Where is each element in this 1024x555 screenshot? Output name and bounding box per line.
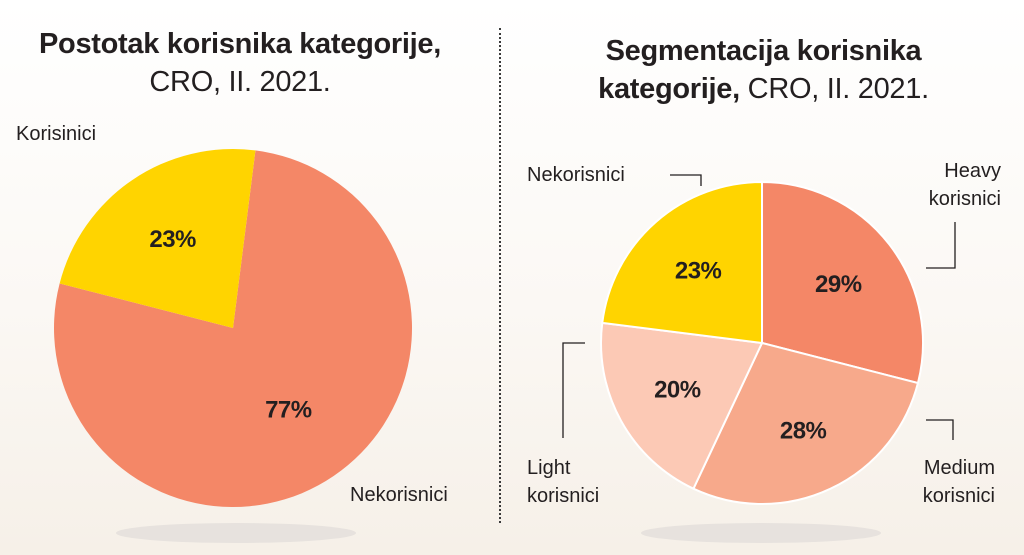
right-category-label-heavy-korisnici-line1: Heavy [944,160,1001,182]
right-pct-label-nekorisnici: 23% [675,258,722,285]
left-pie-shadow [116,523,356,543]
right-slice-nekorisnici [601,180,763,345]
right-pct-label-light-korisnici: 20% [654,377,701,404]
left-category-label-nekorisnici: Nekorisnici [350,484,448,506]
right-pct-label-heavy-korisnici: 29% [815,271,862,298]
right-callout-line-heavy [926,222,956,269]
right-category-label-light-korisnici-line2: korisnici [527,485,599,507]
right-category-label-medium-korisnici-line2: korisnici [923,485,995,507]
left-pie-chart: 77% 23% Korisinici Nekorisnici [16,123,448,543]
left-chart-subtitle: CRO, II. 2021. [149,66,331,98]
panel-divider [499,28,501,523]
right-pct-label-medium-korisnici: 28% [780,417,827,444]
left-pct-label-korisinici: 77% [265,396,312,423]
right-category-label-light-korisnici-line1: Light [527,457,571,479]
right-chart-panel: Segmentacija korisnika kategorije, CRO, … [503,0,1024,555]
right-chart-title: Segmentacija korisnika kategorije, CRO, … [503,32,1024,108]
right-pie-chart: 29% 28% 20% 23% Nekorisnici Heavy korisnici Med… [527,160,1001,543]
left-category-label-korisinici: Korisinici [16,123,96,145]
right-callout-line-nekorisnici [670,174,702,186]
left-slice-korisinici [53,150,412,507]
right-callout-line-light [562,342,585,438]
left-slice-nekorisnici [59,149,256,328]
right-category-label-heavy-korisnici-line2: korisnici [929,188,1001,210]
right-slice-light-korisnici [600,321,764,491]
right-pie-shadow [641,523,881,543]
left-chart-panel: Postotak korisnika kategorije, CRO, II. … [0,0,495,555]
right-slice-heavy-korisnici [761,180,924,385]
right-slice-medium-korisnici [692,341,920,505]
right-callout-line-medium [926,419,954,440]
right-chart-title-line2: kategorije, [598,73,740,105]
left-chart-title-main: Postotak korisnika kategorije, [39,28,441,60]
right-chart-title-line1: Segmentacija korisnika [605,35,922,67]
right-category-label-nekorisnici: Nekorisnici [527,164,625,186]
right-chart-subtitle: CRO, II. 2021. [747,73,929,105]
left-pct-label-nekorisnici: 23% [149,226,196,253]
left-chart-title: Postotak korisnika kategorije, CRO, II. … [0,25,480,101]
right-category-label-medium-korisnici-line1: Medium [924,457,995,479]
